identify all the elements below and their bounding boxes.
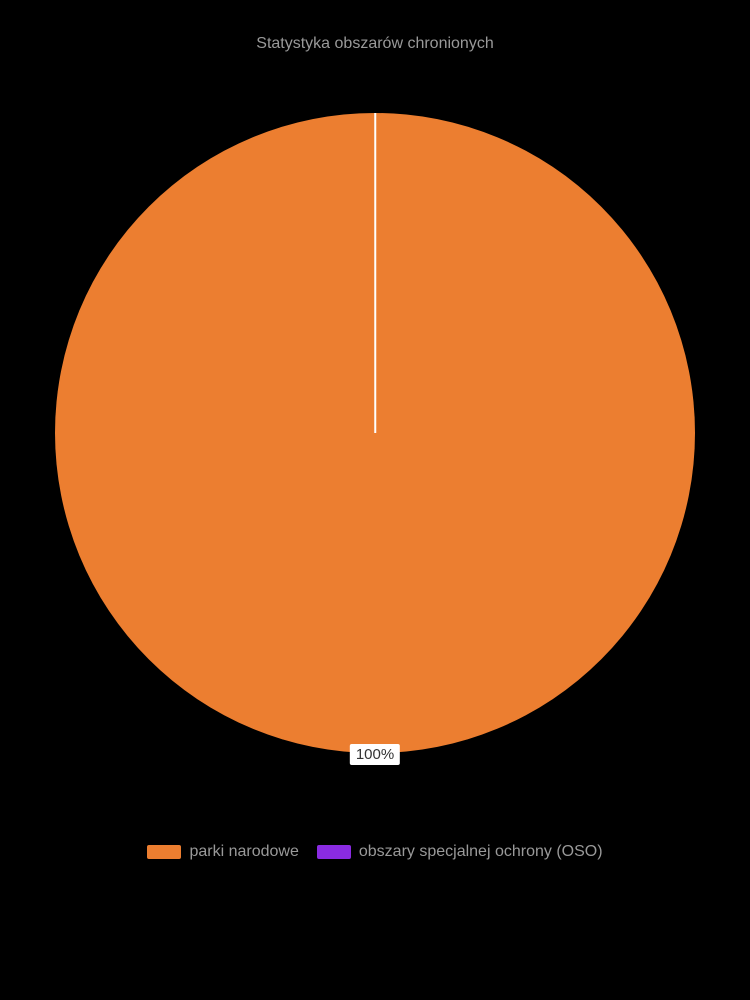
pie-percent-label: 100% [350, 744, 400, 765]
chart-legend: parki narodowe obszary specjalnej ochron… [147, 843, 602, 861]
pie-divider-line [374, 113, 376, 433]
legend-item-0: parki narodowe [147, 843, 298, 861]
legend-swatch-0 [147, 845, 181, 859]
legend-label-1: obszary specjalnej ochrony (OSO) [359, 843, 603, 861]
legend-label-0: parki narodowe [189, 843, 298, 861]
legend-item-1: obszary specjalnej ochrony (OSO) [317, 843, 603, 861]
chart-title: Statystyka obszarów chronionych [256, 35, 493, 53]
pie-chart: 100% [55, 113, 695, 753]
legend-swatch-1 [317, 845, 351, 859]
